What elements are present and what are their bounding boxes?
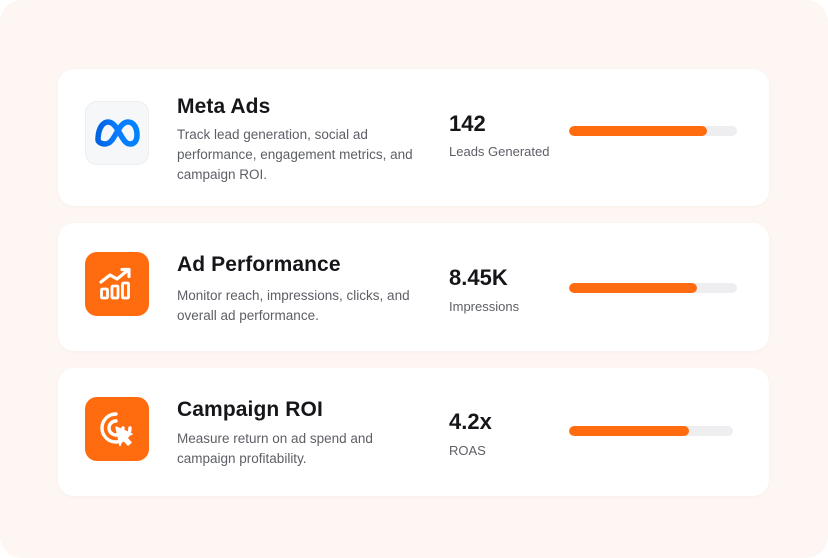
- card-title: Campaign ROI: [177, 398, 323, 421]
- bar-chart-trend-icon: [85, 252, 149, 316]
- progress-bar: [569, 426, 733, 436]
- card-description: Monitor reach, impressions, clicks, and …: [177, 288, 410, 323]
- card-campaign-roi[interactable]: Campaign ROI Measure return on ad spend …: [58, 368, 769, 496]
- progress-bar: [569, 283, 737, 293]
- metric-label: Impressions: [449, 299, 520, 314]
- card-title: Meta Ads: [177, 95, 271, 118]
- metric-value: 4.2x: [449, 409, 492, 434]
- card-meta-ads[interactable]: Meta Ads Track lead generation, social a…: [58, 69, 769, 206]
- progress-bar-fill: [569, 283, 697, 293]
- progress-bar-fill: [569, 126, 707, 136]
- metric-value: 8.45K: [449, 265, 508, 290]
- progress-bar-fill: [569, 426, 689, 436]
- metric-label: ROAS: [449, 443, 486, 458]
- metric-value: 142: [449, 111, 486, 136]
- metric-label: Leads Generated: [449, 144, 550, 159]
- progress-bar: [569, 126, 737, 136]
- card-title: Ad Performance: [177, 253, 341, 276]
- target-cursor-icon: [85, 397, 149, 461]
- card-description: Measure return on ad spend and campaign …: [177, 431, 373, 466]
- card-description: Track lead generation, social ad perform…: [177, 127, 413, 182]
- card-ad-performance[interactable]: Ad Performance Monitor reach, impression…: [58, 223, 769, 351]
- meta-logo-icon: [85, 101, 149, 165]
